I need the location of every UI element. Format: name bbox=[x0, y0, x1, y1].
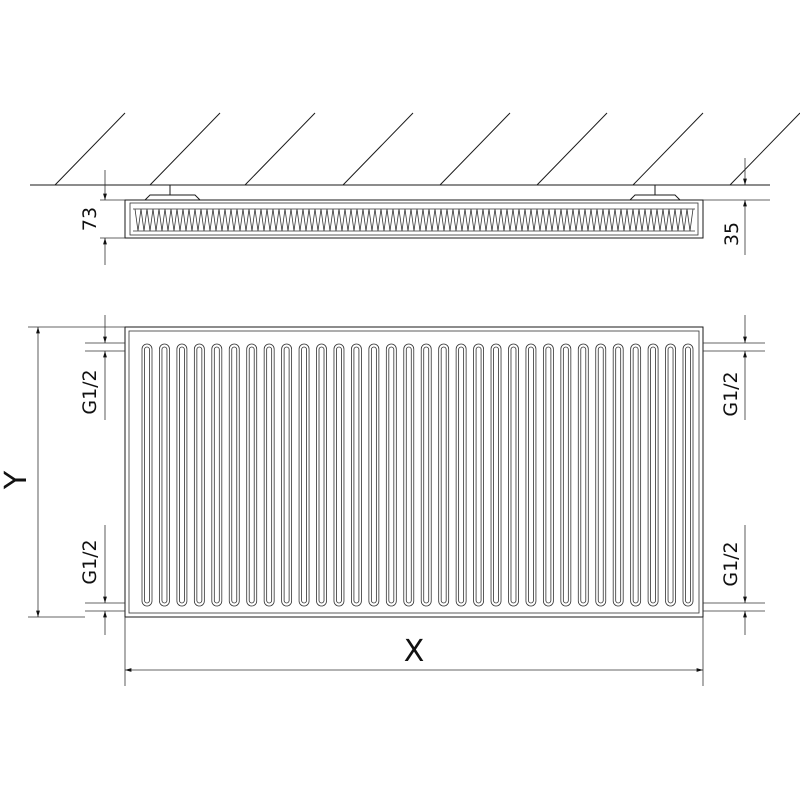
panel-channel bbox=[403, 343, 415, 607]
hatch-line bbox=[149, 112, 221, 186]
fin-pattern bbox=[134, 208, 694, 232]
top-view-radiator bbox=[124, 185, 704, 239]
bracket-left bbox=[144, 185, 201, 201]
connection-pipes bbox=[85, 342, 765, 612]
panel-channel bbox=[141, 343, 153, 607]
panel-channel bbox=[228, 343, 240, 607]
panel-channel bbox=[263, 343, 275, 607]
panel-channel bbox=[159, 343, 170, 607]
front-view-radiator bbox=[124, 326, 704, 618]
bracket-right bbox=[629, 185, 681, 201]
hatch-line bbox=[439, 112, 511, 186]
wall-hatching bbox=[54, 112, 800, 186]
hatch-line bbox=[632, 112, 704, 186]
hatch-line bbox=[54, 112, 126, 186]
panel-channel bbox=[438, 343, 450, 607]
wall-gap-dimension: 35 bbox=[703, 158, 770, 255]
panel-channel bbox=[612, 343, 624, 607]
height-label: Y bbox=[0, 470, 34, 490]
panel-channel bbox=[351, 343, 362, 607]
panel-channel bbox=[542, 343, 554, 607]
panel-channel bbox=[490, 343, 502, 607]
panel-channel bbox=[316, 343, 327, 607]
connection-label-bottom-left: G1/2 bbox=[79, 539, 101, 584]
hatch-line bbox=[342, 112, 414, 186]
panel-channel bbox=[577, 343, 589, 607]
panel-channel bbox=[193, 343, 205, 607]
hatch-line bbox=[536, 112, 608, 186]
panel-channel bbox=[385, 343, 397, 607]
panel-channel bbox=[368, 343, 380, 607]
depth-dimension: 73 bbox=[79, 170, 125, 265]
panel-channel bbox=[508, 343, 519, 607]
connection-label-bottom-right: G1/2 bbox=[720, 541, 742, 586]
connection-label-top-right: G1/2 bbox=[720, 371, 742, 416]
panel-channel bbox=[560, 343, 572, 607]
hatch-line bbox=[729, 112, 800, 186]
depth-label: 73 bbox=[79, 207, 101, 231]
panel-channel bbox=[595, 343, 607, 607]
panel-channel bbox=[420, 343, 432, 607]
panel-channel bbox=[176, 343, 188, 607]
panel-channel bbox=[647, 343, 659, 607]
panel-channel bbox=[682, 343, 694, 607]
panel-channel bbox=[630, 343, 642, 607]
panel-channel bbox=[333, 343, 345, 607]
width-dimension: X bbox=[124, 617, 704, 686]
height-dimension: Y bbox=[0, 326, 125, 618]
panel-channel bbox=[281, 343, 293, 607]
panel-channel bbox=[525, 343, 537, 607]
width-label: X bbox=[404, 634, 425, 669]
panel-channel bbox=[246, 343, 258, 607]
panel-channel bbox=[665, 343, 676, 607]
panel-channel bbox=[473, 343, 484, 607]
connection-dimensions: G1/2 G1/2 G1/2 G1/2 bbox=[79, 315, 747, 635]
panel-channel bbox=[455, 343, 467, 607]
hatch-line bbox=[244, 112, 316, 186]
panel-channel bbox=[298, 343, 310, 607]
panel-channel bbox=[211, 343, 223, 607]
wall-gap-label: 35 bbox=[721, 222, 743, 246]
connection-label-top-left: G1/2 bbox=[79, 369, 101, 414]
